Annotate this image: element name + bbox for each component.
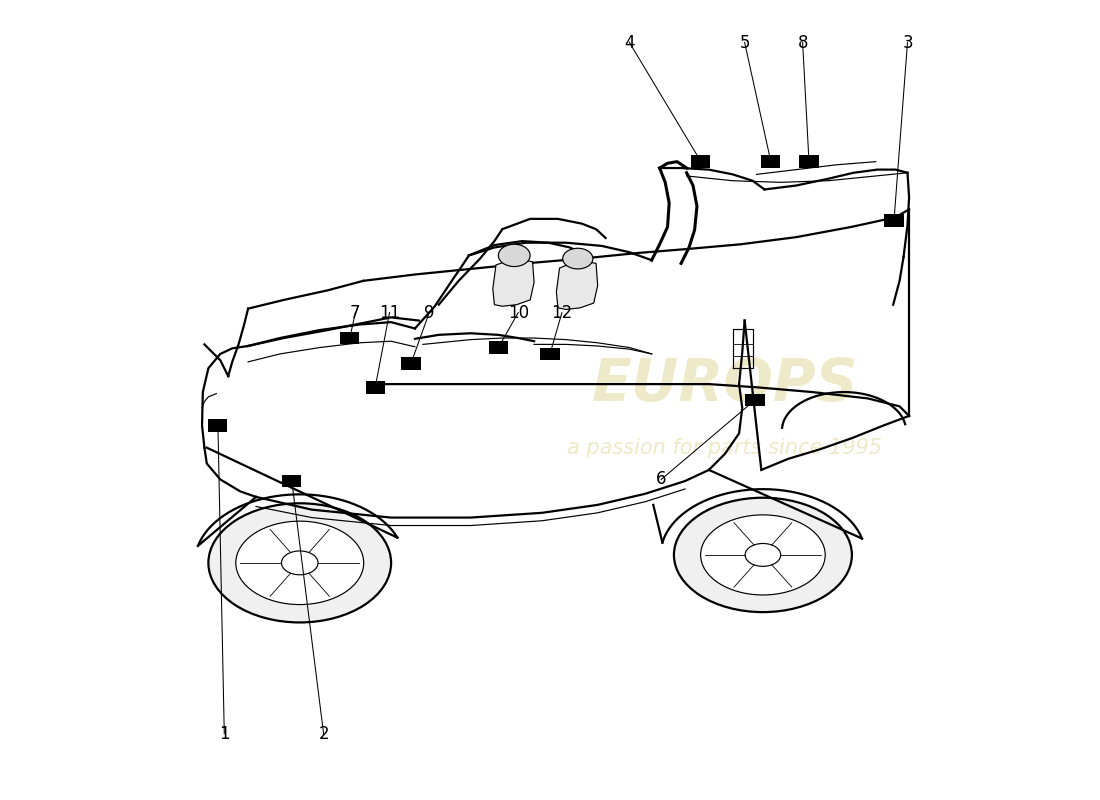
Bar	[488, 342, 508, 354]
Text: 2: 2	[318, 725, 329, 742]
Text: 7: 7	[350, 304, 361, 322]
Polygon shape	[557, 260, 597, 310]
Text: 4: 4	[624, 34, 635, 51]
Text: a passion for parts since 1995: a passion for parts since 1995	[568, 438, 882, 458]
Bar	[746, 394, 764, 406]
Ellipse shape	[745, 543, 781, 566]
Text: 6: 6	[656, 470, 667, 489]
Ellipse shape	[235, 521, 364, 605]
Text: EUROPS: EUROPS	[592, 356, 858, 413]
Bar	[692, 155, 711, 168]
Bar	[540, 347, 560, 360]
Text: 8: 8	[798, 34, 807, 51]
Ellipse shape	[674, 498, 851, 612]
Ellipse shape	[701, 515, 825, 595]
Text: 5: 5	[739, 34, 750, 51]
Ellipse shape	[208, 503, 392, 622]
Bar	[340, 332, 360, 344]
Bar	[283, 474, 301, 487]
Bar	[402, 357, 420, 370]
Text: 3: 3	[902, 34, 913, 51]
Text: 12: 12	[551, 304, 572, 322]
Ellipse shape	[498, 244, 530, 266]
Bar	[365, 381, 385, 394]
Bar	[761, 155, 780, 168]
Bar	[884, 214, 903, 227]
Ellipse shape	[563, 248, 593, 269]
Polygon shape	[493, 258, 535, 306]
Ellipse shape	[282, 551, 318, 574]
Text: 9: 9	[424, 304, 434, 322]
Bar	[208, 419, 228, 432]
Text: 10: 10	[508, 304, 529, 322]
Text: 1: 1	[219, 725, 230, 742]
Bar	[800, 155, 818, 168]
Text: 11: 11	[378, 304, 400, 322]
